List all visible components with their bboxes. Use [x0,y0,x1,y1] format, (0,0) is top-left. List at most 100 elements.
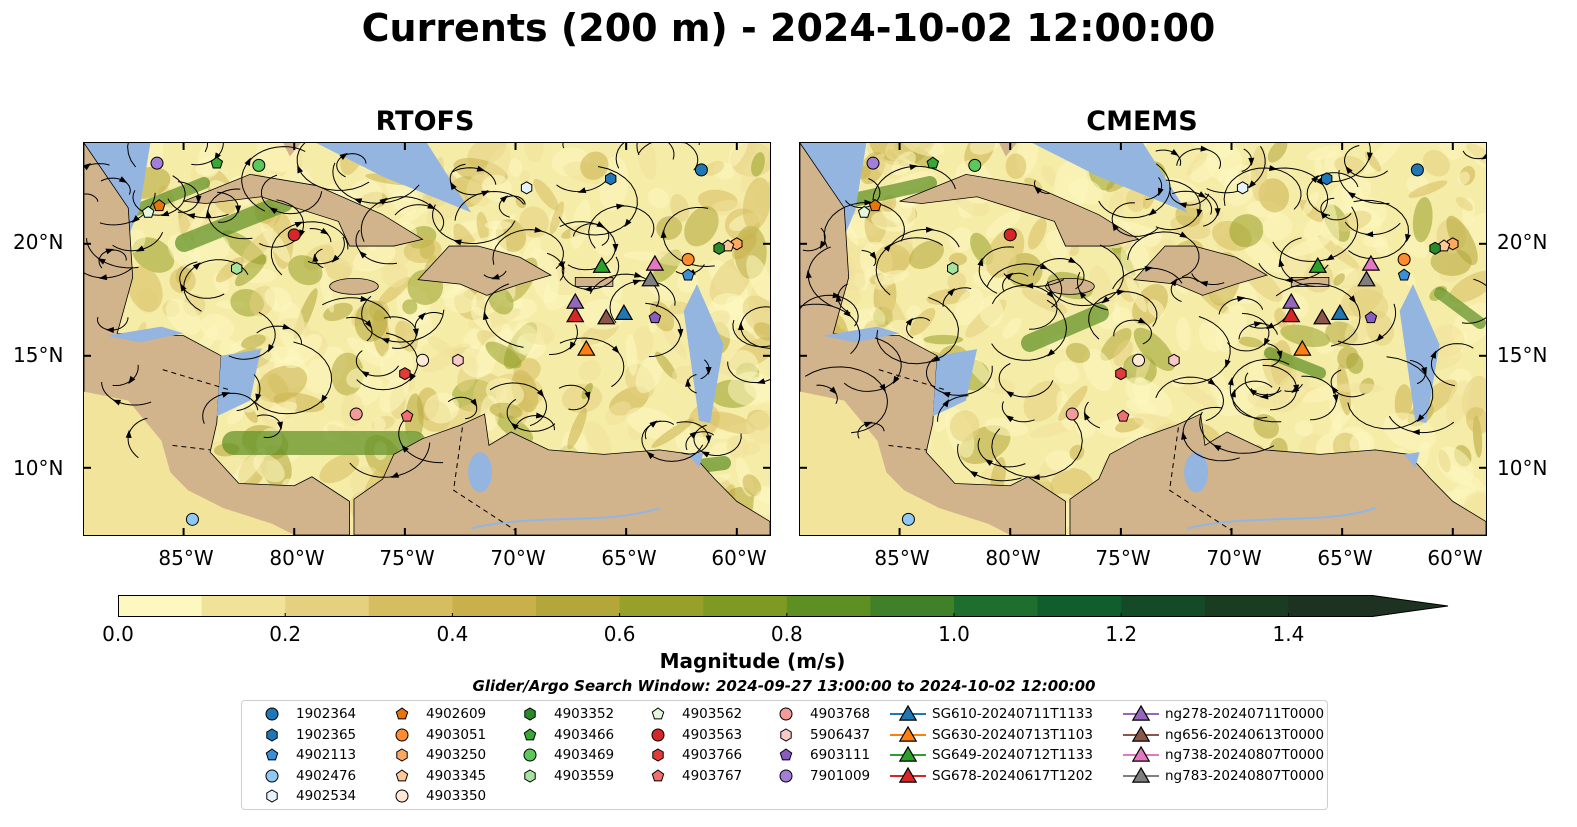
observation-ng783-20240807T0000[interactable] [1357,270,1376,287]
observation-4903345[interactable] [1437,239,1451,252]
legend-marker-icon[interactable] [651,728,665,741]
legend-marker-icon[interactable] [395,728,409,741]
legend-marker-icon[interactable] [779,769,793,782]
legend-marker-icon[interactable] [779,707,793,721]
observation-4902534[interactable] [520,181,533,195]
observation-1902365[interactable] [605,172,617,186]
observation-4903767[interactable] [1116,409,1130,422]
legend-marker-icon[interactable] [395,768,409,781]
observation-4903768[interactable] [349,407,363,421]
legend-marker-icon[interactable] [266,727,278,742]
observation-4903350[interactable] [416,353,430,367]
observation-SG630-20240713T1103[interactable] [1293,339,1312,356]
legend-marker-icon[interactable] [652,748,664,762]
legend-marker-icon[interactable] [265,748,279,761]
observation-4903250[interactable] [731,237,743,251]
observation-5906437[interactable] [452,353,464,367]
observation-4903768[interactable] [1065,407,1079,421]
observation-4902476[interactable] [185,512,199,526]
observation-SG678-20240617T1202[interactable] [566,306,585,323]
observation-4903562[interactable] [141,205,155,218]
legend-marker-icon[interactable] [266,789,278,803]
legend-marker-icon[interactable] [898,725,918,742]
legend-marker-icon[interactable] [898,745,918,762]
observation-4903466[interactable] [210,156,224,169]
observation-4903559[interactable] [947,261,959,275]
observation-1902365[interactable] [1321,172,1333,186]
observation-SG649-20240712T1133[interactable] [1308,256,1328,273]
observation-4903559[interactable] [231,261,243,275]
observation-4903766[interactable] [1115,367,1127,381]
legend-marker-icon[interactable] [396,748,408,762]
legend-marker-icon[interactable] [898,766,918,783]
panel-title-cmems: CMEMS [1086,106,1198,137]
legend-marker-icon[interactable] [524,707,536,721]
lat-label-10n-right: 10°N [1497,456,1548,480]
observation-SG678-20240617T1202[interactable] [1282,306,1301,323]
observation-4903766[interactable] [399,367,411,381]
observation-ng738-20240807T0000[interactable] [1361,254,1381,271]
observation-4902476[interactable] [901,512,915,526]
observation-ng783-20240807T0000[interactable] [641,270,660,287]
observation-7901009[interactable] [866,156,880,170]
legend-marker-icon[interactable] [651,768,665,781]
legend-marker-icon[interactable] [265,769,279,782]
map-cmems[interactable] [799,142,1487,536]
observation-4902534[interactable] [1236,181,1249,195]
observation-SG610-20240711T1133[interactable] [1330,303,1350,320]
observation-4903051[interactable] [1397,252,1411,266]
legend-marker-icon[interactable] [1131,745,1151,762]
map-rtofs[interactable] [83,142,771,536]
observation-ng656-20240613T0000[interactable] [597,308,616,325]
legend-marker-icon[interactable] [523,727,537,740]
observation-4903250[interactable] [1447,237,1459,251]
observation-SG610-20240711T1133[interactable] [614,303,634,320]
legend-marker-icon[interactable] [651,707,665,720]
observation-4903469[interactable] [252,158,266,172]
observation-6903111[interactable] [648,311,662,324]
observation-1902364[interactable] [694,163,708,177]
observation-5906437[interactable] [1168,353,1180,367]
legend-marker-icon[interactable] [265,707,279,721]
observation-4903563[interactable] [1003,228,1017,242]
observation-4902609[interactable] [152,199,166,212]
observation-4903352[interactable] [1429,241,1441,255]
legend-marker-icon[interactable] [395,707,409,720]
observation-6903111[interactable] [1364,311,1378,324]
observation-4903352[interactable] [713,241,725,255]
legend-marker-icon[interactable] [395,789,409,803]
observation-ng278-20240711T0000[interactable] [1282,292,1301,309]
legend-marker-icon[interactable] [524,768,536,783]
lon-label-70w-left: 70°W [490,546,546,570]
observation-4903466[interactable] [926,156,940,169]
observation-4903767[interactable] [400,409,414,422]
observation-SG630-20240713T1103[interactable] [577,339,596,356]
observation-4903350[interactable] [1132,353,1146,367]
legend-marker-icon[interactable] [780,727,792,742]
legend-marker-icon[interactable] [1131,704,1151,721]
legend-label: ng738-20240807T0000 [1165,747,1325,763]
observation-7901009[interactable] [150,156,164,170]
legend-label: 4903051 [426,726,487,743]
observation-4903562[interactable] [857,205,871,218]
observation-4902609[interactable] [868,199,882,212]
observation-4903051[interactable] [681,252,695,266]
legend-marker-icon[interactable] [898,704,918,721]
lon-label-65w-right: 65°W [1317,546,1373,570]
observation-ng278-20240711T0000[interactable] [566,292,585,309]
legend-marker-icon[interactable] [1131,766,1151,783]
legend-marker-icon[interactable] [523,748,537,762]
observation-4903469[interactable] [968,158,982,172]
observation-4902113[interactable] [681,268,695,281]
legend-label: 4903250 [426,747,487,763]
observation-SG649-20240712T1133[interactable] [592,256,612,273]
observation-4903563[interactable] [287,228,301,242]
observation-ng738-20240807T0000[interactable] [645,254,665,271]
legend-marker-icon[interactable] [779,748,793,761]
legend-label: 6903111 [810,747,871,763]
observation-ng656-20240613T0000[interactable] [1313,308,1332,325]
observation-4903345[interactable] [721,239,735,252]
observation-4902113[interactable] [1397,268,1411,281]
observation-1902364[interactable] [1410,163,1424,177]
legend-marker-icon[interactable] [1131,725,1151,742]
